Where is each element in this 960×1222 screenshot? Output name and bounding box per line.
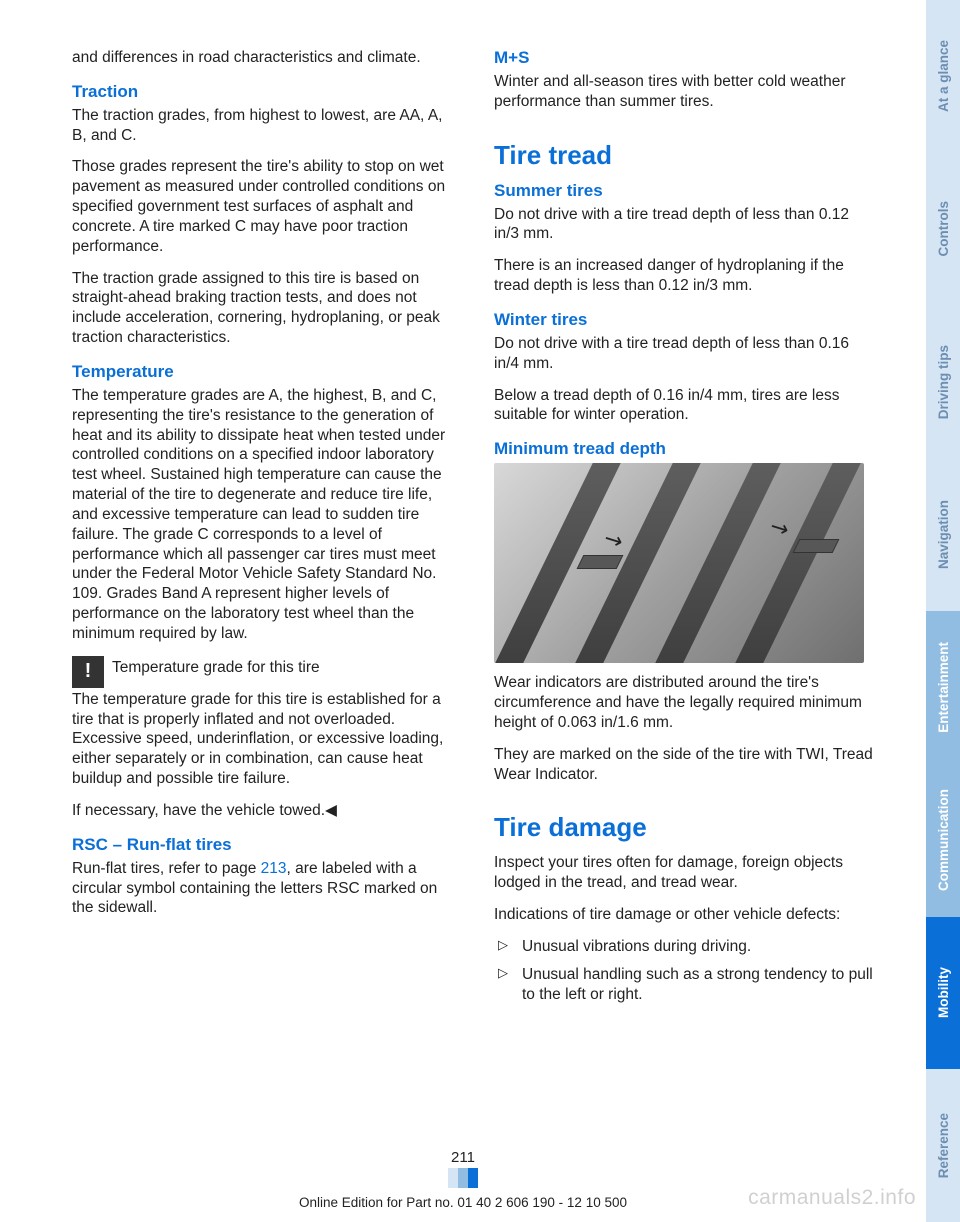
rsc-text-a: Run-flat tires, refer to page	[72, 860, 261, 877]
watermark: carmanuals2.info	[748, 1186, 916, 1210]
warning-icon: !	[72, 656, 104, 688]
bar-icon	[468, 1168, 478, 1188]
list-item: Unusual vibrations during driving.	[494, 937, 876, 957]
temperature-p1: The temperature grades are A, the highes…	[72, 386, 454, 644]
page-number-bars	[448, 1168, 478, 1188]
section-tabs: At a glance Controls Driving tips Naviga…	[926, 0, 960, 1222]
damage-bullets: Unusual vibrations during driving. Unusu…	[494, 937, 876, 1004]
summer-p1: Do not drive with a tire tread depth of …	[494, 205, 876, 245]
tab-navigation[interactable]: Navigation	[926, 458, 960, 611]
winter-p2: Below a tread depth of 0.16 in/4 mm, tir…	[494, 386, 876, 426]
rsc-paragraph: Run-flat tires, refer to page 213, are l…	[72, 859, 454, 918]
min-tread-p1: Wear indicators are distributed around t…	[494, 673, 876, 732]
warning-title: Temperature grade for this tire	[112, 656, 320, 678]
rsc-heading: RSC – Run-flat tires	[72, 835, 454, 855]
tab-label: At a glance	[936, 40, 951, 112]
tab-label: Communication	[936, 789, 951, 891]
tab-reference[interactable]: Reference	[926, 1069, 960, 1222]
damage-p2: Indications of tire damage or other vehi…	[494, 905, 876, 925]
content-area: and differences in road characteristics …	[0, 0, 926, 1222]
tab-label: Mobility	[936, 967, 951, 1018]
arrow-icon: ↘	[599, 524, 627, 556]
tire-damage-heading: Tire damage	[494, 812, 876, 843]
tab-at-a-glance[interactable]: At a glance	[926, 0, 960, 153]
winter-p1: Do not drive with a tire tread depth of …	[494, 334, 876, 374]
wear-indicator	[577, 555, 624, 569]
intro-paragraph: and differences in road characteristics …	[72, 48, 454, 68]
traction-p3: The traction grade assigned to this tire…	[72, 269, 454, 348]
tire-tread-illustration: ↘ ↘	[494, 463, 864, 663]
page-link-213[interactable]: 213	[261, 860, 287, 877]
summer-heading: Summer tires	[494, 181, 876, 201]
tab-label: Controls	[936, 201, 951, 257]
tab-label: Driving tips	[936, 345, 951, 419]
page-number-block: 211	[448, 1149, 478, 1188]
tire-tread-heading: Tire tread	[494, 140, 876, 171]
wear-indicator	[793, 539, 840, 553]
traction-p2: Those grades represent the tire's abilit…	[72, 157, 454, 256]
bar-icon	[448, 1168, 458, 1188]
page: and differences in road characteristics …	[0, 0, 960, 1222]
list-item: Unusual handling such as a strong tenden…	[494, 965, 876, 1005]
tab-label: Navigation	[936, 500, 951, 569]
traction-heading: Traction	[72, 82, 454, 102]
tab-controls[interactable]: Controls	[926, 153, 960, 306]
left-column: and differences in road characteristics …	[72, 48, 474, 1222]
warning-body: The temperature grade for this tire is e…	[72, 690, 454, 789]
winter-heading: Winter tires	[494, 310, 876, 330]
traction-p1: The traction grades, from highest to low…	[72, 106, 454, 146]
tab-label: Reference	[936, 1113, 951, 1178]
right-column: M+S Winter and all-season tires with bet…	[474, 48, 876, 1222]
tab-mobility[interactable]: Mobility	[926, 917, 960, 1070]
damage-p1: Inspect your tires often for damage, for…	[494, 853, 876, 893]
warning-callout: ! Temperature grade for this tire	[72, 656, 454, 688]
towed-paragraph: If necessary, have the vehicle towed.◀	[72, 801, 454, 821]
tab-label: Entertainment	[936, 642, 951, 733]
tab-driving-tips[interactable]: Driving tips	[926, 306, 960, 459]
ms-heading: M+S	[494, 48, 876, 68]
arrow-icon: ↘	[765, 512, 793, 544]
tab-communication[interactable]: Communication	[926, 764, 960, 917]
ms-p1: Winter and all-season tires with better …	[494, 72, 876, 112]
temperature-heading: Temperature	[72, 362, 454, 382]
min-tread-heading: Minimum tread depth	[494, 439, 876, 459]
tab-entertainment[interactable]: Entertainment	[926, 611, 960, 764]
page-number: 211	[448, 1149, 478, 1166]
min-tread-p2: They are marked on the side of the tire …	[494, 745, 876, 785]
summer-p2: There is an increased danger of hydropla…	[494, 256, 876, 296]
bar-icon	[458, 1168, 468, 1188]
